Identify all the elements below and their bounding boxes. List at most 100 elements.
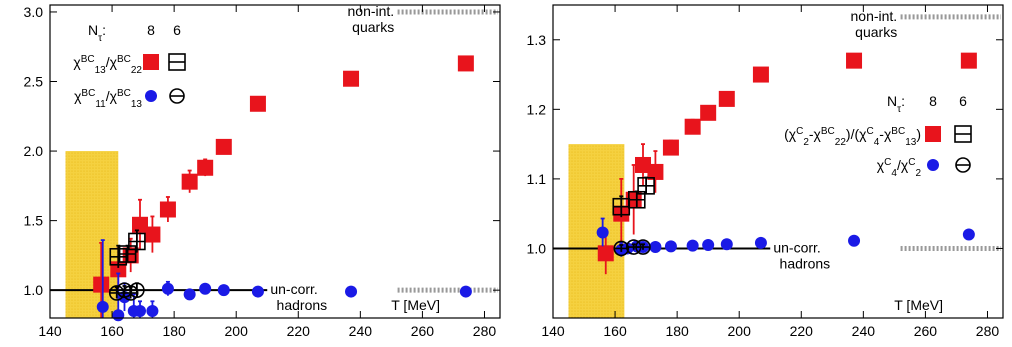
nt8-label: 8 xyxy=(929,93,937,109)
data-point xyxy=(459,285,472,298)
legend-marker-nt8 xyxy=(927,159,939,171)
x-tick-label: 260 xyxy=(914,323,938,339)
data-point xyxy=(112,309,125,322)
series-3 xyxy=(108,282,145,301)
x-tick-label: 280 xyxy=(976,323,1000,339)
quarks-label: quarks xyxy=(855,24,897,40)
legend-entry-label: χC4/χC2 xyxy=(877,157,922,179)
data-point xyxy=(754,236,767,249)
data-point xyxy=(144,226,161,243)
chart-panel-2: non-int.quarks un-corr.hadrons T [MeV] 140 1… xyxy=(527,4,1004,339)
y-tick-label: 1.0 xyxy=(527,240,547,256)
chart-panel-1: non-int.quarks un-corr.hadrons T [MeV] 140 1… xyxy=(24,3,501,339)
data-point xyxy=(700,104,717,121)
plot-frame xyxy=(552,4,1004,319)
data-point xyxy=(199,282,212,295)
hadrons-label: hadrons xyxy=(277,297,328,313)
data-point xyxy=(627,190,646,209)
y-tick-label: 1.2 xyxy=(527,101,547,117)
nt8-label: 8 xyxy=(147,22,155,38)
data-point xyxy=(183,288,196,301)
x-tick-label: 180 xyxy=(162,323,186,339)
data-point xyxy=(215,138,232,155)
data-point xyxy=(752,66,769,83)
non-int-label: non-int. xyxy=(348,3,395,19)
data-point xyxy=(132,216,148,233)
legend-marker-nt6 xyxy=(954,125,972,143)
uncorr-label: un-corr. xyxy=(773,239,820,255)
data-point xyxy=(718,90,735,107)
x-tick-label: 260 xyxy=(411,323,435,339)
data-point xyxy=(96,300,109,313)
x-axis-label: T [MeV] xyxy=(894,297,943,313)
legend-marker-nt6 xyxy=(169,88,185,104)
x-tick-label: 240 xyxy=(349,323,373,339)
series-1 xyxy=(612,176,655,218)
data-point xyxy=(457,55,474,72)
data-point xyxy=(146,305,159,318)
y-tick-label: 2.0 xyxy=(24,143,44,159)
data-point xyxy=(217,284,230,297)
x-tick-label: 160 xyxy=(100,323,124,339)
data-point xyxy=(597,245,614,262)
y-tick-label: 1.0 xyxy=(24,282,44,298)
data-point xyxy=(686,239,699,252)
data-point xyxy=(249,95,266,112)
legend: Nτ: 8 6 (χC2-χBC22)/(χC4-χBC13) χC4/χC2 xyxy=(784,93,972,179)
x-tick-label: 240 xyxy=(852,323,876,339)
data-point xyxy=(848,234,861,247)
series-1 xyxy=(109,229,146,268)
x-tick-label: 200 xyxy=(225,323,249,339)
data-point xyxy=(649,241,662,254)
data-point xyxy=(664,240,677,253)
x-tick-label: 140 xyxy=(541,323,565,339)
legend-marker-nt8 xyxy=(925,126,941,142)
legend-entry-label: χBC13/χBC22 xyxy=(73,54,142,76)
legend-marker-nt6 xyxy=(168,53,186,71)
data-point xyxy=(128,232,146,251)
legend-entry-label: (χC2-χBC22)/(χC4-χBC13) xyxy=(784,126,921,148)
legend-marker-nt8 xyxy=(143,54,159,70)
data-point xyxy=(635,156,651,173)
y-tick-label: 1.3 xyxy=(527,32,547,48)
uncorr-label: un-corr. xyxy=(270,281,317,297)
data-point xyxy=(159,201,176,218)
data-point xyxy=(134,305,146,318)
legend-marker-nt6 xyxy=(955,157,971,173)
data-point xyxy=(345,285,358,298)
x-tick-label: 160 xyxy=(603,323,627,339)
data-point xyxy=(702,238,715,251)
hadrons-label: hadrons xyxy=(780,255,831,271)
nt6-label: 6 xyxy=(959,93,967,109)
data-point xyxy=(181,173,198,190)
x-tick-label: 220 xyxy=(790,323,814,339)
legend: Nτ: 8 6 χBC13/χBC22 χBC11/χBC13 xyxy=(73,22,186,110)
data-point xyxy=(596,226,609,239)
data-point xyxy=(109,247,128,266)
data-point xyxy=(960,52,977,69)
x-tick-label: 200 xyxy=(728,323,752,339)
data-point xyxy=(197,159,214,176)
data-point xyxy=(962,228,975,241)
y-tick-label: 1.1 xyxy=(527,171,547,187)
data-point xyxy=(647,163,664,180)
nt6-label: 6 xyxy=(173,22,181,38)
x-tick-label: 140 xyxy=(38,323,62,339)
data-point xyxy=(93,276,110,293)
data-point xyxy=(720,238,733,251)
quarks-label: quarks xyxy=(352,19,394,35)
series-3 xyxy=(613,239,651,257)
data-point xyxy=(637,177,655,195)
data-point xyxy=(613,240,630,257)
x-tick-label: 280 xyxy=(473,323,497,339)
data-point xyxy=(251,285,264,298)
non-int-label: non-int. xyxy=(851,8,898,24)
data-point xyxy=(343,70,360,87)
legend-entry-label: χBC11/χBC13 xyxy=(74,88,142,110)
x-tick-label: 220 xyxy=(287,323,311,339)
data-point xyxy=(118,245,137,263)
nt-label: Nτ: xyxy=(887,93,905,115)
data-point xyxy=(662,139,679,156)
nt-label: Nτ: xyxy=(88,22,106,44)
data-point xyxy=(846,52,863,69)
